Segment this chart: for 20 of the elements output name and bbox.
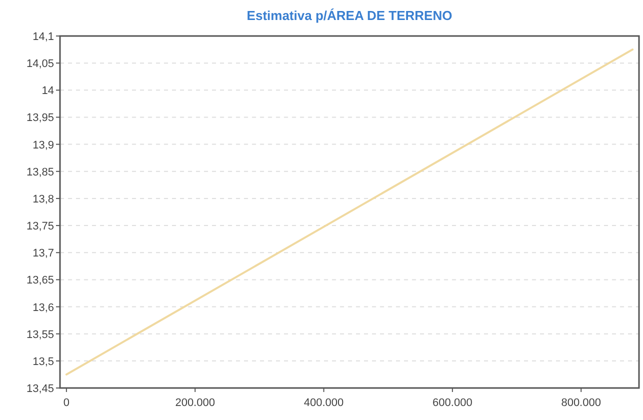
y-tick-label: 13,75 [26,220,54,233]
x-tick-label: 0 [63,397,70,409]
y-tick-label: 13,45 [26,383,54,395]
y-tick-label: 13,7 [32,248,54,260]
x-tick-label: 800.000 [561,397,601,409]
x-tick-label: 200.000 [175,397,215,409]
y-tick-label: 13,5 [32,356,54,368]
y-tick-label: 13,95 [26,112,54,124]
y-tick-label: 13,85 [26,166,54,178]
y-tick-label: 14,05 [26,58,54,70]
y-tick-label: 13,9 [32,139,54,152]
x-tick-label: 400.000 [304,397,344,409]
y-tick-label: 13,8 [32,193,54,206]
y-tick-label: 14 [42,85,54,98]
x-tick-label: 600.000 [432,397,472,409]
y-tick-label: 13,55 [26,328,54,341]
y-tick-label: 13,6 [32,302,54,314]
y-tick-label: 14,1 [32,31,54,43]
chart-title: Estimativa p/ÁREA DE TERRENO [246,8,452,23]
y-tick-label: 13,65 [26,274,54,287]
